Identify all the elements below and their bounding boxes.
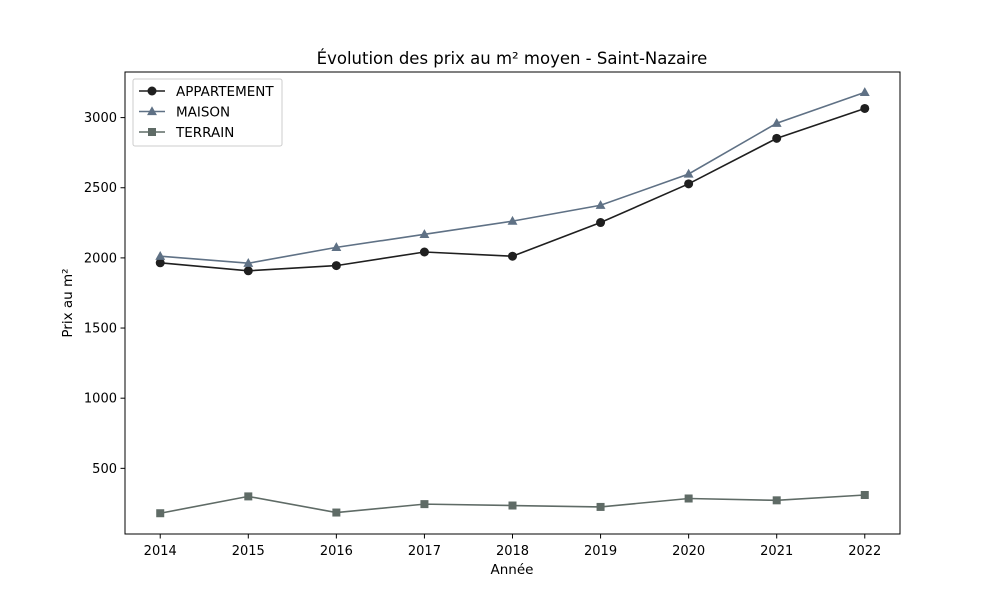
x-tick-label: 2020 [672, 544, 705, 559]
y-tick-label: 2500 [84, 181, 117, 196]
data-point-maison [243, 258, 254, 267]
data-point-terrain [508, 501, 517, 510]
legend-box [132, 78, 283, 147]
series-layer [155, 87, 870, 518]
data-point-maison [683, 168, 694, 178]
x-tick-label: 2015 [232, 544, 265, 559]
y-tick-label: 1500 [84, 322, 117, 337]
data-point-appartement [243, 266, 253, 276]
y-tick-label: 500 [92, 462, 117, 477]
legend-items: APPARTEMENT MAISON TERRAIN [139, 84, 274, 141]
legend-swatch-marker [147, 86, 157, 96]
x-axis-label: Année [491, 562, 534, 578]
y-axis-label: Prix au m² [60, 268, 76, 337]
chart-title: Évolution des prix au m² moyen - Saint-N… [317, 49, 708, 68]
data-point-terrain [860, 490, 869, 499]
data-point-appartement [508, 251, 517, 261]
data-point-appartement [596, 218, 606, 228]
series-maison [155, 87, 870, 267]
data-point-appartement [772, 133, 782, 143]
data-point-maison [155, 251, 166, 260]
legend-item-terrain: TERRAIN [139, 125, 234, 141]
y-axis: 500 1000 1500 2000 2500 3000 [84, 111, 125, 477]
x-tick-label: 2018 [496, 544, 529, 559]
legend-item-appartement: APPARTEMENT [139, 84, 274, 100]
data-point-terrain [772, 496, 781, 505]
data-point-terrain [332, 508, 341, 517]
legend-label: MAISON [176, 105, 230, 121]
data-point-maison [859, 87, 870, 96]
data-point-appartement [155, 258, 165, 268]
data-point-maison [419, 229, 430, 238]
x-axis: 2014 2015 2016 2017 2018 2019 2020 2021 2022 [144, 534, 881, 559]
data-point-maison [595, 200, 606, 209]
legend-item-maison: MAISON [139, 105, 230, 121]
legend-label: APPARTEMENT [176, 84, 274, 100]
legend: APPARTEMENT MAISON TERRAIN [132, 78, 283, 147]
data-point-maison [331, 242, 342, 252]
y-tick-label: 2000 [84, 251, 117, 266]
data-point-appartement [684, 179, 694, 189]
x-tick-label: 2016 [320, 544, 353, 559]
data-point-appartement [419, 247, 429, 257]
legend-label: TERRAIN [175, 125, 234, 141]
data-point-maison [507, 215, 518, 225]
data-point-terrain [156, 509, 165, 518]
x-tick-label: 2019 [584, 544, 617, 559]
legend-swatch-marker [148, 128, 156, 136]
legend-swatch-marker [147, 106, 157, 116]
y-tick-label: 3000 [84, 111, 117, 126]
x-tick-label: 2017 [408, 544, 441, 559]
data-point-terrain [596, 502, 605, 511]
y-tick-label: 1000 [84, 392, 117, 407]
data-point-terrain [420, 500, 429, 509]
series-appartement [155, 103, 870, 276]
series-terrain [156, 490, 869, 518]
data-point-terrain [244, 492, 253, 501]
data-point-maison [771, 118, 782, 127]
data-point-appartement [331, 261, 341, 271]
x-tick-label: 2014 [144, 544, 177, 559]
data-point-terrain [684, 494, 693, 503]
x-tick-label: 2021 [760, 544, 793, 559]
x-tick-label: 2022 [848, 544, 881, 559]
data-point-appartement [860, 103, 870, 113]
